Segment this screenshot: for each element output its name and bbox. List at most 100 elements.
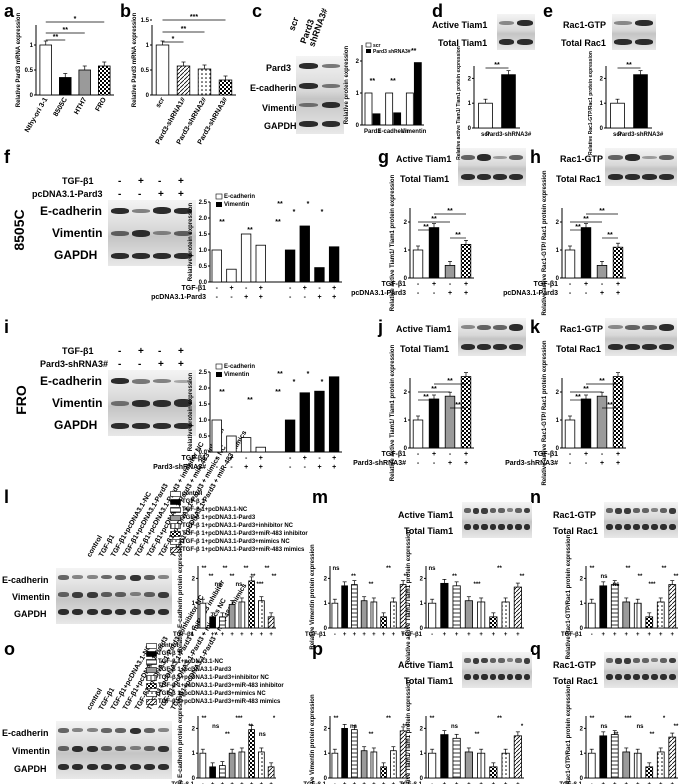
chart-q-tgf-sign: + — [636, 782, 640, 784]
band — [506, 658, 513, 662]
chart-m-a-tgf-sign: + — [392, 632, 396, 638]
chart-e-cat-label: Pard3-shRNA3# — [618, 132, 664, 138]
chart-o-bar — [267, 766, 275, 779]
chart-p-b-tgf-sign: + — [504, 782, 508, 784]
band — [472, 658, 479, 664]
o-legend: control TGF-β 1 TGF-β 1+pcDNA3.1-NC TGF-… — [146, 642, 284, 706]
j-row-active: Active Tiam1 — [396, 324, 452, 334]
legend-item: TGF-β 1+pcDNA3.1-NC — [146, 658, 284, 666]
chart-l-sig: ** — [251, 574, 256, 580]
legend-label: TGF-β 1+pcDNA3.1-Pard3+mimics NC — [182, 539, 290, 545]
chart-q-sig: ** — [590, 716, 595, 722]
legend-label: TGF-β 1+pcDNA3.1-Pard3+mimics NC — [158, 691, 266, 697]
band — [158, 728, 170, 732]
chart-j-tick-label: 0 — [404, 446, 408, 452]
d-row-total: Total Tiam1 — [438, 38, 488, 48]
chart-f-bar — [314, 267, 325, 283]
panel-letter-i: i — [4, 317, 10, 337]
legend-swatch-rect — [146, 675, 157, 681]
chart-g-row1: - — [449, 281, 452, 288]
legend-label: TGF-β 1+pcDNA3.1-Pard3+inhibitor NC — [158, 675, 270, 681]
j-band — [461, 325, 475, 329]
chart-h-row1: + — [584, 281, 588, 288]
chart-c-cat-label: Pard3 — [364, 129, 381, 135]
band — [72, 764, 84, 770]
legend-swatch — [170, 499, 181, 505]
chart-l-bar — [219, 616, 226, 629]
chart-n-tgf-sign: + — [624, 632, 628, 638]
band — [115, 609, 127, 615]
f-band — [174, 208, 192, 214]
legend-swatch-rect — [170, 499, 181, 505]
chart-m-b-ylabel: Relative active Tiam1/Tiam1 protein expr… — [406, 529, 412, 664]
band — [86, 609, 98, 615]
chart-l-tgf-sign: - — [202, 632, 204, 638]
c-band — [322, 84, 340, 88]
chart-e-tick-label: 2 — [600, 76, 604, 82]
chart-h-treat1: TGF-β1 — [534, 281, 559, 288]
i-r1: + — [178, 346, 184, 357]
chart-e-tick-label: 1 — [600, 101, 604, 107]
band — [464, 508, 471, 513]
chart-a-cat-label: Nthy-ori 3-1 — [24, 96, 50, 133]
chart-o-bar — [238, 751, 246, 779]
chart-j-row2: - — [433, 460, 436, 467]
legend-swatch — [146, 667, 157, 673]
chart-m-a-sig: ns — [332, 566, 340, 572]
chart-q-tgf-sign: + — [647, 782, 651, 784]
chart-o-sig: ** — [248, 724, 253, 730]
g-band — [461, 155, 475, 160]
legend-swatch — [146, 659, 157, 665]
chart-h-treat2: pcDNA3.1-Pard3 — [503, 290, 558, 297]
legend-label: TGF-β 1+pcDNA3.1-NC — [158, 659, 224, 665]
chart-l-sig: ** — [202, 566, 207, 572]
band — [481, 658, 488, 664]
legend-item: TGF-β 1 — [146, 650, 284, 658]
chart-q-bar — [656, 751, 665, 779]
chart-p-a-tick-label: 2 — [324, 726, 328, 732]
chart-c-legend-swatch — [366, 49, 371, 53]
band — [669, 524, 676, 530]
chart-i-sig: ** — [275, 389, 281, 396]
chart-i-bar — [211, 419, 222, 453]
chart-a-bar — [78, 69, 92, 96]
c-band — [299, 83, 318, 89]
chart-p-a-tgf-sign: + — [343, 782, 347, 784]
chart-h-bar — [580, 227, 592, 279]
chart-f-legend-swatch — [215, 193, 223, 200]
chart-g-bar — [428, 227, 440, 279]
chart-n-sig: ** — [674, 574, 679, 580]
band — [481, 674, 488, 680]
chart-j-bar — [460, 376, 472, 449]
chart-f-sig: * — [321, 209, 324, 216]
j-band — [477, 344, 491, 350]
band — [100, 609, 112, 615]
chart-l-bar — [228, 604, 236, 629]
chart-d-sig: ** — [494, 62, 500, 69]
f-r1: - — [158, 176, 162, 187]
chart-f-tick-label: 1.0 — [199, 248, 208, 254]
chart-c-legend: scr — [373, 43, 381, 49]
chart-i-row1: + — [229, 455, 233, 462]
band — [506, 674, 513, 680]
j-band — [509, 344, 523, 350]
chart-m-a-tgf-sign: - — [334, 632, 336, 638]
chart-c-bar — [413, 62, 422, 126]
chart-p-b-tgf-sign: + — [479, 782, 483, 784]
chart-f-sig: ** — [275, 219, 281, 226]
chart-g-bar — [412, 249, 424, 279]
chart-f-tick-label: 1.5 — [199, 232, 208, 238]
chart-c-tick-label: 2 — [356, 59, 360, 65]
chart-h-tick-label: 0 — [556, 276, 560, 282]
chart-f-row2: + — [317, 294, 321, 301]
chart-f-row2: - — [289, 294, 292, 301]
chart-f-tick-label: 2.5 — [199, 200, 208, 206]
chart-n-bar — [587, 602, 596, 629]
chart-n-ylabel: Relative Rac1-GTP/Rac1 protein expressio… — [566, 534, 572, 659]
chart-l-tgf-sign: + — [240, 632, 244, 638]
chart-q-ylabel: Relative Rac1-GTP/Rac1 protein expressio… — [566, 684, 572, 784]
chart-l-sig: ** — [223, 566, 228, 572]
chart-p-a-sig: ** — [369, 732, 374, 738]
chart-p-a-tgf-sign: + — [362, 782, 366, 784]
chart-c-bar — [372, 113, 381, 126]
